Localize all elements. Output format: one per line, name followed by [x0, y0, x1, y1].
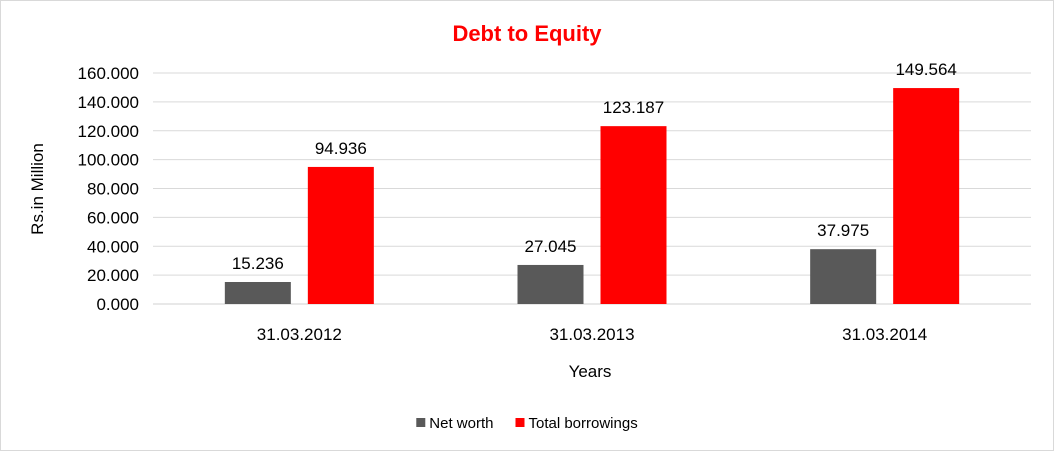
- bar: [307, 166, 374, 304]
- x-axis-title: Years: [569, 362, 612, 381]
- x-axis-ticks: 31.03.2012 31.03.2013 31.03.2014: [257, 325, 927, 344]
- y-tick-label: 100.000: [78, 151, 139, 170]
- y-tick-label: 120.000: [78, 122, 139, 141]
- legend-label: Net worth: [429, 415, 493, 432]
- bar: [224, 282, 291, 304]
- y-tick-label: 20.000: [87, 266, 139, 285]
- data-label: 123.187: [603, 98, 664, 117]
- bar: [893, 88, 960, 304]
- data-label: 15.236: [232, 254, 284, 273]
- y-tick-label: 40.000: [87, 237, 139, 256]
- data-label: 27.045: [525, 237, 577, 256]
- gridlines: [153, 72, 1031, 305]
- data-label: 94.936: [315, 139, 367, 158]
- data-label: 149.564: [895, 60, 956, 79]
- legend-label: Total borrowings: [528, 415, 637, 432]
- bar: [600, 126, 667, 304]
- y-tick-label: 80.000: [87, 180, 139, 199]
- y-tick-label: 140.000: [78, 93, 139, 112]
- x-tick-label: 31.03.2012: [257, 325, 342, 344]
- x-tick-label: 31.03.2014: [842, 325, 927, 344]
- y-tick-label: 0.000: [96, 295, 139, 314]
- legend: Net worth Total borrowings: [416, 415, 638, 432]
- data-label: 37.975: [817, 221, 869, 240]
- y-axis-ticks: 0.000 20.000 40.000 60.000 80.000 100.000 120.…: [78, 64, 139, 314]
- y-tick-label: 60.000: [87, 208, 139, 227]
- y-axis-title: Rs.in Million: [28, 143, 47, 235]
- bars: 15.236 94.936 27.045 123.187 37.975 149.564: [224, 60, 960, 304]
- legend-swatch: [416, 418, 426, 427]
- bar: [810, 249, 877, 304]
- chart-title: Debt to Equity: [452, 21, 602, 46]
- legend-swatch: [515, 418, 525, 427]
- bar: [517, 264, 584, 304]
- x-tick-label: 31.03.2013: [549, 325, 634, 344]
- y-tick-label: 160.000: [78, 64, 139, 83]
